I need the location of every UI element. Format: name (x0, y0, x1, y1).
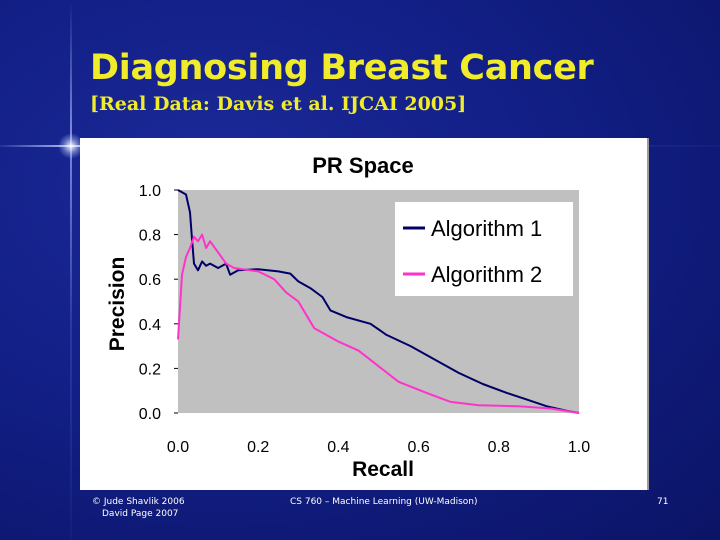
y-tick-label: 0.0 (139, 406, 161, 423)
slide-subtitle: [Real Data: Davis et al. IJCAI 2005] (90, 93, 467, 115)
x-tick-label: 0.2 (247, 439, 269, 456)
slide-title: Diagnosing Breast Cancer (90, 48, 594, 88)
x-tick-label: 1.0 (568, 439, 590, 456)
y-tick-label: 0.8 (139, 228, 161, 245)
y-tick-label: 0.4 (139, 317, 161, 334)
x-tick-label: 0.6 (407, 439, 429, 456)
y-tick-label: 1.0 (139, 183, 161, 200)
x-axis-label: Recall (352, 458, 414, 481)
legend-label-1: Algorithm 1 (431, 216, 542, 241)
series-line-2 (177, 233, 580, 414)
footer-course: CS 760 – Machine Learning (UW-Madison) (290, 497, 478, 507)
footer-copyright-line1: © Jude Shavlik 2006 (92, 497, 185, 507)
y-axis-label: Precision (106, 257, 129, 352)
x-tick-label: 0.4 (327, 439, 349, 456)
legend-label-2: Algorithm 2 (431, 262, 542, 287)
legend-box (395, 202, 573, 296)
decorative-glow (58, 133, 84, 159)
decorative-vertical-line (70, 0, 72, 540)
x-tick-label: 0.8 (488, 439, 510, 456)
x-tick-label: 0.0 (167, 439, 189, 456)
footer-page-number: 71 (657, 497, 669, 507)
chart-title: PR Space (312, 153, 414, 178)
pr-space-chart: PR Space Recall Precision 0.0 0.2 0.4 0.6 0.… (106, 153, 590, 481)
footer-copyright: © Jude Shavlik 2006 David Page 2007 (92, 496, 185, 520)
series-line-1 (177, 189, 580, 414)
y-tick-label: 0.2 (139, 361, 161, 378)
chart-container: PR Space Recall Precision 0.0 0.2 0.4 0.6 0.… (80, 138, 649, 490)
y-tick-label: 0.6 (139, 272, 161, 289)
footer-copyright-line2: David Page 2007 (102, 509, 179, 519)
